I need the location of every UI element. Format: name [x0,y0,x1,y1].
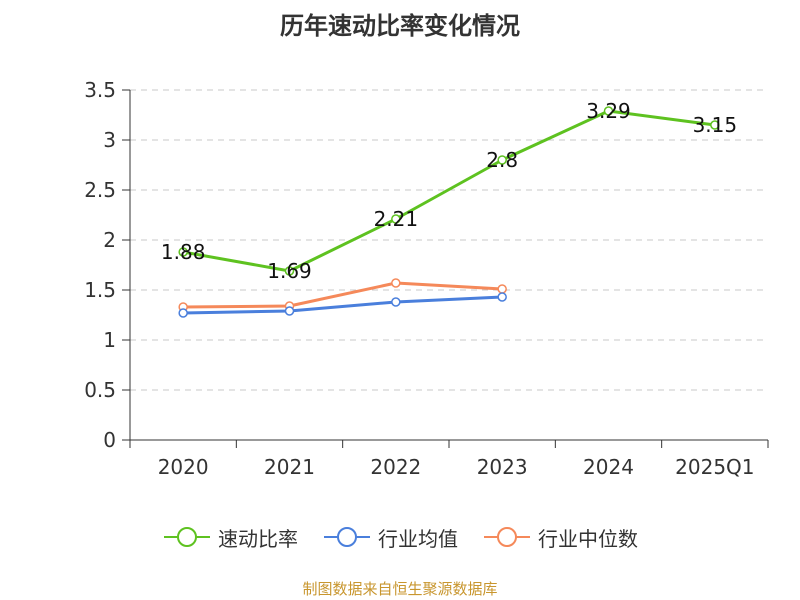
x-tick-label: 2025Q1 [675,455,754,479]
y-tick-label: 3 [103,128,116,152]
grid-lines [130,89,768,391]
y-tick-label: 2.5 [84,178,116,202]
data-point [178,308,188,318]
legend-marker-icon [324,527,370,547]
legend-circle [497,527,517,547]
x-tick-label: 2023 [477,455,528,479]
legend-item[interactable]: 速动比率 [162,523,298,552]
x-tick-label: 2022 [370,455,421,479]
data-label: 1.69 [267,259,312,283]
data-label: 1.88 [161,240,206,264]
legend-circle [337,527,357,547]
data-point [497,284,507,294]
data-labels: 1.88 1.69 2.21 2.8 3.29 3.15 [161,99,737,283]
axes: 0 0.5 1 1.5 2 2.5 3 3.5 2020 2021 2022 2023 2024 2025… [84,78,769,479]
data-point [391,297,401,307]
legend-label: 行业均值 [378,526,458,551]
data-point [391,278,401,288]
series-line [182,109,716,273]
legend-marker-icon [484,527,530,547]
source-note: 制图数据来自恒生聚源数据库 [302,580,498,598]
y-tick-label: 0.5 [84,378,116,402]
y-tick-label: 2 [103,228,116,252]
legend-item[interactable]: 行业均值 [322,523,458,552]
x-tick-label: 2021 [264,455,315,479]
data-label: 3.29 [586,99,631,123]
data-point [497,292,507,302]
data-label: 2.8 [486,148,518,172]
legend-marker-icon [164,527,210,547]
series-line [183,281,503,309]
legend-label: 速动比率 [218,526,298,551]
y-tick-label: 1.5 [84,278,116,302]
series-layer [178,106,720,318]
legend: 速动比率 行业均值 行业中位数 [0,522,800,552]
y-tick-label: 1 [103,328,116,352]
chart-title: 历年速动比率变化情况 [280,12,520,40]
legend-label: 行业中位数 [538,526,638,551]
data-point [284,306,295,316]
data-label: 2.21 [374,207,419,231]
series-line [183,295,503,315]
data-point [284,266,295,276]
x-tick-label: 2024 [583,455,634,479]
legend-item[interactable]: 行业中位数 [482,523,638,552]
data-point [710,120,720,130]
data-point [497,155,507,165]
x-tick-label: 2020 [158,455,209,479]
data-point [603,106,614,116]
legend-circle [177,527,197,547]
y-tick-label: 3.5 [84,78,116,102]
data-point [178,247,188,257]
data-point [391,214,401,224]
data-label: 3.15 [693,113,738,137]
y-tick-label: 0 [103,428,116,452]
